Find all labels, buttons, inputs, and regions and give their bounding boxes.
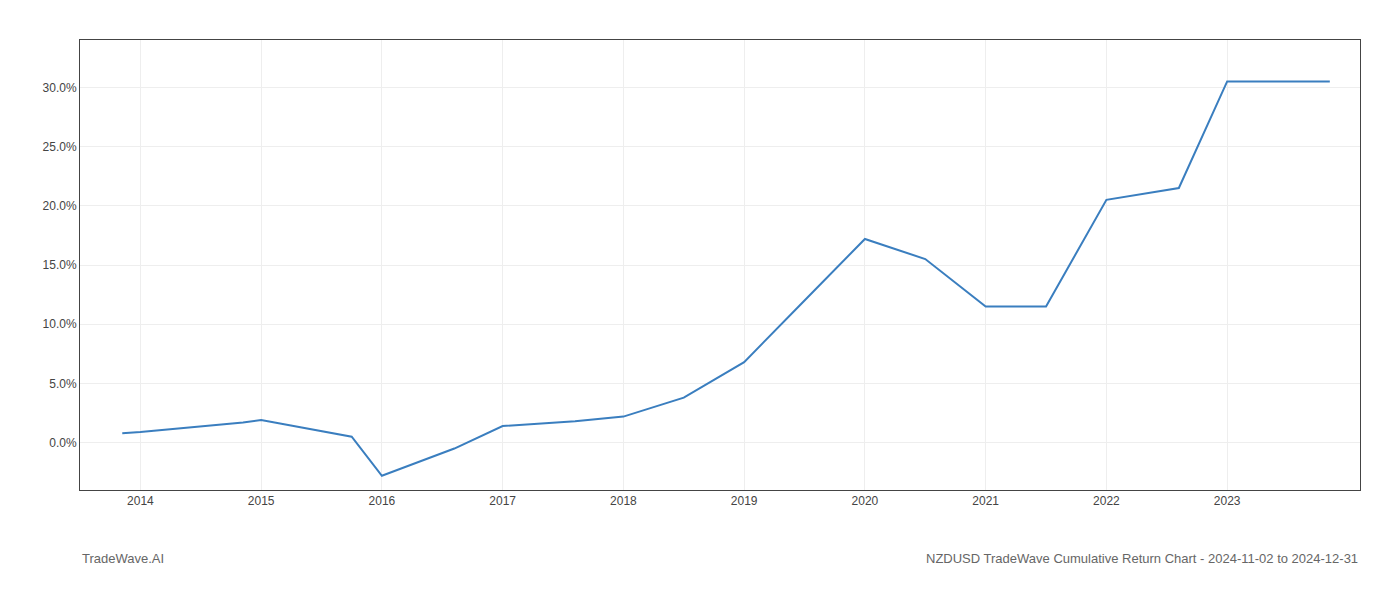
svg-text:0.0%: 0.0%	[49, 436, 77, 450]
svg-text:TradeWave.AI: TradeWave.AI	[82, 551, 164, 566]
svg-text:2014: 2014	[127, 494, 154, 508]
svg-text:2021: 2021	[972, 494, 999, 508]
svg-text:2020: 2020	[852, 494, 879, 508]
svg-text:5.0%: 5.0%	[49, 377, 77, 391]
svg-text:2015: 2015	[248, 494, 275, 508]
svg-text:2016: 2016	[369, 494, 396, 508]
svg-text:2019: 2019	[731, 494, 758, 508]
svg-text:2023: 2023	[1214, 494, 1241, 508]
svg-text:10.0%: 10.0%	[43, 317, 77, 331]
svg-text:2017: 2017	[489, 494, 516, 508]
svg-text:NZDUSD TradeWave Cumulative Re: NZDUSD TradeWave Cumulative Return Chart…	[926, 551, 1358, 566]
svg-text:30.0%: 30.0%	[43, 81, 77, 95]
svg-text:25.0%: 25.0%	[43, 140, 77, 154]
svg-text:2022: 2022	[1093, 494, 1120, 508]
svg-text:15.0%: 15.0%	[43, 258, 77, 272]
svg-text:2018: 2018	[610, 494, 637, 508]
svg-text:20.0%: 20.0%	[43, 199, 77, 213]
